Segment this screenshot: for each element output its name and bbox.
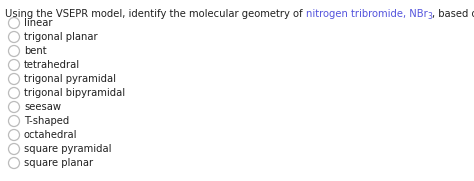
- Text: Using the VSEPR model, identify the molecular geometry of: Using the VSEPR model, identify the mole…: [5, 9, 306, 19]
- Text: bent: bent: [24, 46, 46, 56]
- Text: T-shaped: T-shaped: [24, 116, 69, 126]
- Text: square planar: square planar: [24, 158, 93, 168]
- Text: trigonal planar: trigonal planar: [24, 32, 98, 42]
- Text: trigonal pyramidal: trigonal pyramidal: [24, 74, 116, 84]
- Text: seesaw: seesaw: [24, 102, 61, 112]
- Text: square pyramidal: square pyramidal: [24, 144, 111, 154]
- Text: tetrahedral: tetrahedral: [24, 60, 80, 70]
- Text: , based on the number of electron domains.: , based on the number of electron domain…: [432, 9, 474, 19]
- Text: 3: 3: [428, 12, 432, 21]
- Text: linear: linear: [24, 18, 53, 28]
- Text: trigonal bipyramidal: trigonal bipyramidal: [24, 88, 125, 98]
- Text: nitrogen tribromide, NBr: nitrogen tribromide, NBr: [306, 9, 428, 19]
- Text: octahedral: octahedral: [24, 130, 78, 140]
